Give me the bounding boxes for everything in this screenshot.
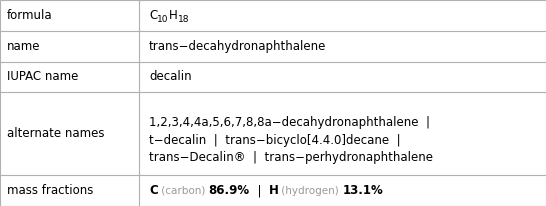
Text: 13.1%: 13.1% [342,184,383,197]
Text: H: H [269,184,278,197]
Text: mass fractions: mass fractions [7,184,93,197]
Text: IUPAC name: IUPAC name [7,70,78,83]
Text: (carbon): (carbon) [158,186,209,196]
Text: name: name [7,40,40,53]
Text: trans−decahydronaphthalene: trans−decahydronaphthalene [149,40,327,53]
Text: 86.9%: 86.9% [209,184,250,197]
Text: C: C [149,184,158,197]
Text: 10: 10 [157,15,169,25]
Text: (hydrogen): (hydrogen) [278,186,342,196]
Text: |: | [250,184,269,197]
Text: C: C [149,9,157,22]
Text: formula: formula [7,9,52,22]
Text: 18: 18 [177,15,189,25]
Text: alternate names: alternate names [7,127,104,140]
Text: decalin: decalin [149,70,192,83]
Text: H: H [169,9,177,22]
Text: 1,2,3,4,4a,5,6,7,8,8a−decahydronaphthalene  |
t−decalin  |  trans−bicyclo[4.4.0]: 1,2,3,4,4a,5,6,7,8,8a−decahydronaphthale… [149,116,433,164]
